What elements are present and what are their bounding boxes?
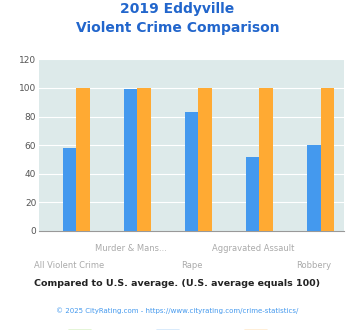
Text: Aggravated Assault: Aggravated Assault [212, 244, 294, 253]
Bar [198, 88, 212, 231]
Text: All Violent Crime: All Violent Crime [34, 261, 105, 270]
Text: 2019 Eddyville: 2019 Eddyville [120, 2, 235, 16]
Bar [321, 88, 334, 231]
Text: Murder & Mans...: Murder & Mans... [95, 244, 166, 253]
Bar [76, 88, 90, 231]
Text: Robbery: Robbery [296, 261, 331, 270]
Text: Violent Crime Comparison: Violent Crime Comparison [76, 21, 279, 35]
Bar [137, 88, 151, 231]
Bar [246, 157, 260, 231]
Text: Rape: Rape [181, 261, 202, 270]
Bar [185, 112, 198, 231]
Bar [124, 89, 137, 231]
Bar [260, 88, 273, 231]
Text: Compared to U.S. average. (U.S. average equals 100): Compared to U.S. average. (U.S. average … [34, 279, 321, 288]
Text: © 2025 CityRating.com - https://www.cityrating.com/crime-statistics/: © 2025 CityRating.com - https://www.city… [56, 308, 299, 314]
Bar [63, 148, 76, 231]
Bar [307, 145, 321, 231]
Legend: Eddyville, Kentucky, National: Eddyville, Kentucky, National [64, 325, 320, 330]
